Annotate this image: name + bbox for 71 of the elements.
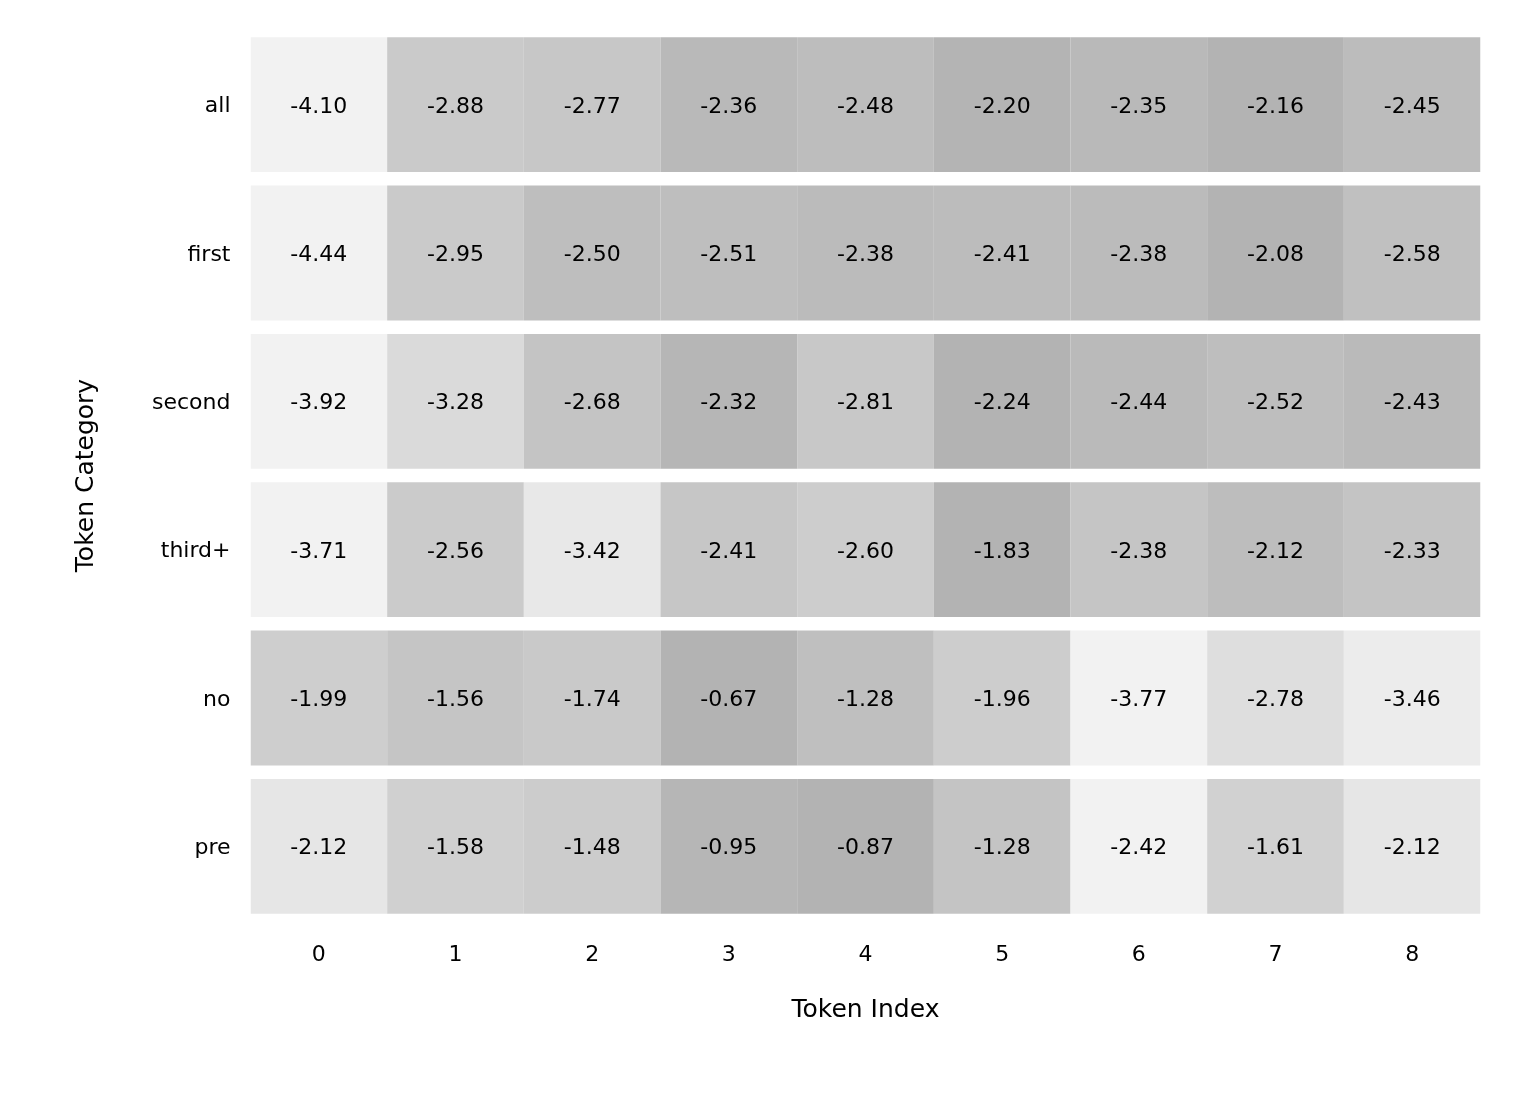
data-label: -2.16 bbox=[1247, 92, 1304, 118]
x-tick-label: 6 bbox=[1131, 940, 1146, 966]
data-label: -2.44 bbox=[1110, 389, 1168, 415]
y-tick-label: first bbox=[187, 240, 231, 266]
data-label: -1.58 bbox=[427, 834, 484, 860]
data-label: -3.28 bbox=[427, 389, 484, 415]
data-label: -1.61 bbox=[1247, 834, 1304, 860]
data-label: -1.99 bbox=[290, 686, 348, 711]
data-label: -2.38 bbox=[1110, 241, 1168, 266]
data-label: -2.51 bbox=[700, 241, 758, 266]
y-tick-label: pre bbox=[194, 833, 231, 859]
data-label: -2.24 bbox=[973, 389, 1031, 415]
data-label: -2.12 bbox=[1247, 537, 1304, 563]
data-label: -2.08 bbox=[1247, 241, 1304, 266]
data-label: -2.12 bbox=[1383, 834, 1441, 860]
x-tick-label: 4 bbox=[858, 940, 873, 966]
data-label: -2.20 bbox=[973, 92, 1031, 118]
data-label: -1.96 bbox=[973, 686, 1031, 711]
data-label: -2.48 bbox=[837, 92, 894, 118]
x-axis-title: Token Index bbox=[790, 993, 940, 1023]
data-label: -3.71 bbox=[290, 537, 348, 563]
data-label: -0.95 bbox=[700, 834, 758, 860]
x-tick-label: 0 bbox=[311, 940, 326, 966]
data-label: -2.38 bbox=[1110, 537, 1168, 563]
data-label: -1.74 bbox=[563, 686, 621, 711]
y-tick-label: all bbox=[204, 92, 231, 118]
data-label: -2.12 bbox=[290, 834, 348, 860]
data-label: -2.43 bbox=[1383, 389, 1441, 415]
data-label: -2.36 bbox=[700, 92, 758, 118]
data-label: -3.77 bbox=[1110, 686, 1168, 711]
data-label: -2.58 bbox=[1383, 241, 1441, 266]
x-tick-label: 3 bbox=[721, 940, 736, 966]
x-tick-label: 2 bbox=[585, 940, 600, 966]
data-label: -2.52 bbox=[1247, 389, 1304, 415]
data-label: -3.46 bbox=[1383, 686, 1441, 711]
data-label: -1.83 bbox=[973, 537, 1031, 563]
x-tick-label: 1 bbox=[448, 940, 463, 966]
data-label: -2.35 bbox=[1110, 92, 1168, 118]
data-label: -0.87 bbox=[837, 834, 894, 860]
x-tick-label: 8 bbox=[1405, 940, 1420, 966]
data-label: -2.56 bbox=[427, 537, 484, 563]
data-label: -2.60 bbox=[837, 537, 894, 563]
data-label: -2.41 bbox=[973, 241, 1031, 266]
data-label: -2.45 bbox=[1383, 92, 1441, 118]
data-label: -2.81 bbox=[837, 389, 894, 415]
data-label: -2.50 bbox=[563, 241, 621, 266]
data-label: -3.92 bbox=[290, 389, 348, 415]
y-tick-label: third+ bbox=[160, 537, 231, 563]
data-label: -4.44 bbox=[290, 241, 348, 266]
data-label: -2.68 bbox=[563, 389, 621, 415]
data-label: -2.78 bbox=[1247, 686, 1304, 711]
data-label: -2.38 bbox=[837, 241, 894, 266]
data-label: -2.32 bbox=[700, 389, 758, 415]
x-tick-label: 5 bbox=[995, 940, 1010, 966]
y-tick-label: no bbox=[203, 685, 231, 711]
data-label: -1.48 bbox=[563, 834, 621, 860]
y-axis-title: Token Category bbox=[70, 378, 100, 574]
data-label: -1.56 bbox=[427, 686, 484, 711]
data-label: -2.42 bbox=[1110, 834, 1168, 860]
data-label: -3.42 bbox=[563, 537, 621, 563]
data-label: -1.28 bbox=[837, 686, 894, 711]
data-label: -2.77 bbox=[563, 92, 621, 118]
y-tick-label: second bbox=[152, 388, 231, 414]
data-label: -2.95 bbox=[427, 241, 484, 266]
x-tick-label: 7 bbox=[1268, 940, 1283, 966]
data-label: -2.88 bbox=[427, 92, 484, 118]
data-label: -4.10 bbox=[290, 92, 348, 118]
data-label: -2.33 bbox=[1383, 537, 1441, 563]
data-label: -2.41 bbox=[700, 537, 758, 563]
data-label: -0.67 bbox=[700, 686, 758, 711]
data-label: -1.28 bbox=[973, 834, 1031, 860]
